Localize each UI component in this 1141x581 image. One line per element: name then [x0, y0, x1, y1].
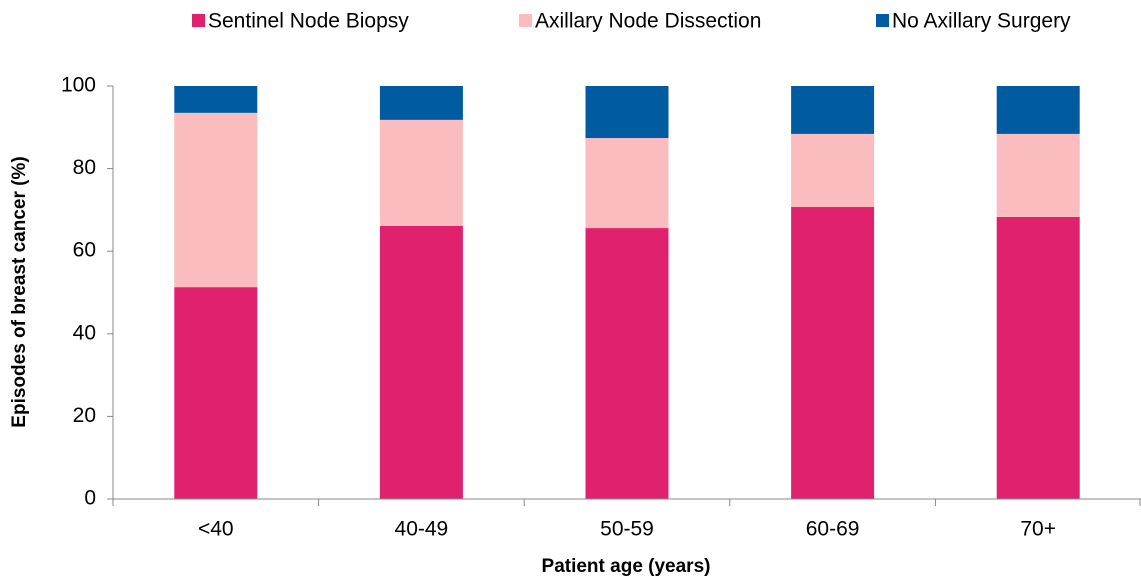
y-tick-label: 60	[73, 239, 96, 262]
x-tick-label: 40-49	[395, 518, 449, 541]
legend-swatch	[876, 14, 889, 27]
bar-segment	[585, 138, 669, 229]
y-tick-label: 80	[73, 156, 96, 179]
bar-segment	[996, 216, 1080, 499]
bar-segment	[585, 86, 669, 139]
bar-segment	[174, 112, 258, 288]
bar-segment	[791, 207, 875, 499]
y-axis-title: Episodes of breast cancer (%)	[9, 156, 30, 427]
bar-segment	[791, 133, 875, 208]
y-tick-label: 100	[61, 74, 96, 97]
bar-segment	[379, 119, 463, 227]
y-tick-label: 40	[73, 321, 96, 344]
bar-segment	[791, 86, 875, 134]
x-tick-label: 70+	[1020, 518, 1056, 541]
bar-segment	[174, 86, 258, 113]
x-tick-label: 60-69	[806, 518, 860, 541]
legend-swatch	[192, 14, 205, 27]
bar-segment	[174, 287, 258, 499]
legend-label: No Axillary Surgery	[892, 10, 1071, 33]
y-tick-label: 20	[73, 404, 96, 427]
bar-segment	[996, 86, 1080, 134]
x-tick-label: 50-59	[600, 518, 654, 541]
bar-segment	[585, 228, 669, 499]
x-tick-label: <40	[198, 518, 234, 541]
bar-segment	[996, 133, 1080, 217]
bar-segment	[379, 226, 463, 499]
y-tick-label: 0	[84, 487, 96, 510]
legend-swatch	[519, 14, 532, 27]
legend-label: Sentinel Node Biopsy	[208, 10, 409, 33]
legend-label: Axillary Node Dissection	[535, 10, 761, 33]
bar-segment	[379, 86, 463, 120]
x-axis-title: Patient age (years)	[542, 556, 711, 577]
